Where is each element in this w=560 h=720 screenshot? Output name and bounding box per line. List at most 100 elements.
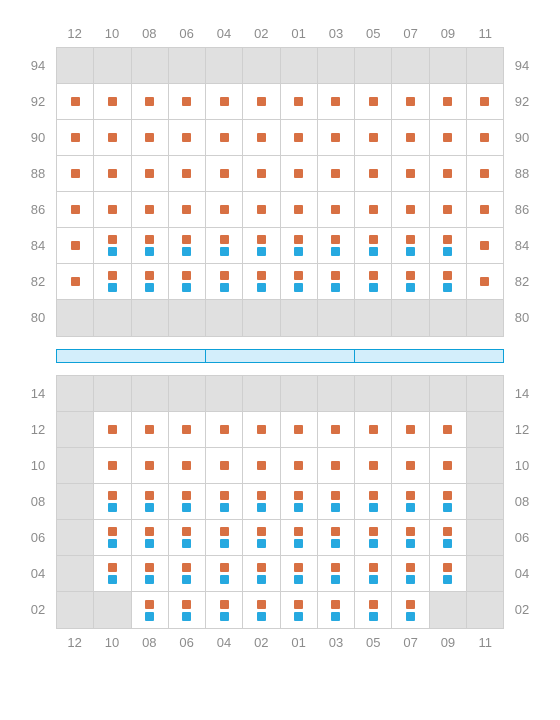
grid-cell[interactable]	[243, 484, 280, 519]
grid-cell[interactable]	[281, 412, 318, 447]
grid-cell[interactable]	[318, 228, 355, 263]
grid-cell[interactable]	[169, 156, 206, 191]
grid-cell[interactable]	[132, 556, 169, 591]
grid-cell[interactable]	[57, 192, 94, 227]
grid-cell[interactable]	[318, 192, 355, 227]
grid-cell[interactable]	[206, 264, 243, 299]
grid-cell[interactable]	[169, 592, 206, 628]
grid-cell[interactable]	[57, 448, 94, 483]
grid-cell[interactable]	[132, 448, 169, 483]
grid-cell[interactable]	[355, 120, 392, 155]
grid-cell[interactable]	[57, 228, 94, 263]
grid-cell[interactable]	[57, 84, 94, 119]
grid-cell[interactable]	[57, 592, 94, 628]
grid-cell[interactable]	[243, 376, 280, 411]
grid-cell[interactable]	[57, 264, 94, 299]
grid-cell[interactable]	[392, 120, 429, 155]
grid-cell[interactable]	[392, 192, 429, 227]
grid-cell[interactable]	[281, 376, 318, 411]
grid-cell[interactable]	[467, 192, 503, 227]
grid-cell[interactable]	[57, 412, 94, 447]
grid-cell[interactable]	[281, 120, 318, 155]
grid-cell[interactable]	[355, 484, 392, 519]
grid-cell[interactable]	[467, 120, 503, 155]
grid-cell[interactable]	[94, 412, 131, 447]
grid-cell[interactable]	[94, 448, 131, 483]
grid-cell[interactable]	[281, 48, 318, 83]
grid-cell[interactable]	[206, 376, 243, 411]
grid-cell[interactable]	[281, 556, 318, 591]
grid-cell[interactable]	[318, 592, 355, 628]
grid-cell[interactable]	[57, 156, 94, 191]
grid-cell[interactable]	[318, 376, 355, 411]
grid-cell[interactable]	[57, 48, 94, 83]
grid-cell[interactable]	[430, 192, 467, 227]
grid-cell[interactable]	[206, 448, 243, 483]
grid-cell[interactable]	[392, 484, 429, 519]
grid-cell[interactable]	[318, 264, 355, 299]
grid-cell[interactable]	[132, 264, 169, 299]
grid-cell[interactable]	[132, 484, 169, 519]
grid-cell[interactable]	[132, 84, 169, 119]
grid-cell[interactable]	[430, 84, 467, 119]
grid-cell[interactable]	[318, 300, 355, 336]
grid-cell[interactable]	[206, 120, 243, 155]
grid-cell[interactable]	[243, 48, 280, 83]
grid-cell[interactable]	[169, 520, 206, 555]
grid-cell[interactable]	[169, 192, 206, 227]
grid-cell[interactable]	[430, 300, 467, 336]
grid-cell[interactable]	[206, 192, 243, 227]
grid-cell[interactable]	[94, 264, 131, 299]
grid-cell[interactable]	[132, 592, 169, 628]
grid-cell[interactable]	[430, 156, 467, 191]
grid-cell[interactable]	[243, 156, 280, 191]
grid-cell[interactable]	[392, 264, 429, 299]
grid-cell[interactable]	[467, 520, 503, 555]
grid-cell[interactable]	[392, 84, 429, 119]
grid-cell[interactable]	[243, 120, 280, 155]
grid-cell[interactable]	[243, 520, 280, 555]
grid-cell[interactable]	[243, 448, 280, 483]
grid-cell[interactable]	[94, 556, 131, 591]
grid-cell[interactable]	[169, 84, 206, 119]
grid-cell[interactable]	[243, 412, 280, 447]
grid-cell[interactable]	[430, 48, 467, 83]
grid-cell[interactable]	[94, 192, 131, 227]
grid-cell[interactable]	[355, 48, 392, 83]
grid-cell[interactable]	[467, 448, 503, 483]
grid-cell[interactable]	[94, 48, 131, 83]
grid-cell[interactable]	[169, 264, 206, 299]
grid-cell[interactable]	[355, 156, 392, 191]
grid-cell[interactable]	[169, 376, 206, 411]
grid-cell[interactable]	[169, 120, 206, 155]
grid-cell[interactable]	[355, 228, 392, 263]
grid-cell[interactable]	[206, 484, 243, 519]
grid-cell[interactable]	[132, 120, 169, 155]
grid-cell[interactable]	[169, 48, 206, 83]
grid-cell[interactable]	[318, 520, 355, 555]
grid-cell[interactable]	[94, 592, 131, 628]
grid-cell[interactable]	[281, 84, 318, 119]
grid-cell[interactable]	[392, 376, 429, 411]
grid-cell[interactable]	[281, 228, 318, 263]
grid-cell[interactable]	[355, 300, 392, 336]
grid-cell[interactable]	[318, 48, 355, 83]
grid-cell[interactable]	[281, 484, 318, 519]
grid-cell[interactable]	[467, 84, 503, 119]
grid-cell[interactable]	[467, 228, 503, 263]
grid-cell[interactable]	[132, 156, 169, 191]
grid-cell[interactable]	[355, 192, 392, 227]
grid-cell[interactable]	[430, 264, 467, 299]
grid-cell[interactable]	[57, 300, 94, 336]
grid-cell[interactable]	[281, 448, 318, 483]
grid-cell[interactable]	[467, 556, 503, 591]
grid-cell[interactable]	[206, 520, 243, 555]
grid-cell[interactable]	[392, 412, 429, 447]
grid-cell[interactable]	[169, 300, 206, 336]
grid-cell[interactable]	[94, 156, 131, 191]
grid-cell[interactable]	[392, 520, 429, 555]
grid-cell[interactable]	[281, 520, 318, 555]
grid-cell[interactable]	[94, 484, 131, 519]
grid-cell[interactable]	[392, 228, 429, 263]
grid-cell[interactable]	[430, 376, 467, 411]
